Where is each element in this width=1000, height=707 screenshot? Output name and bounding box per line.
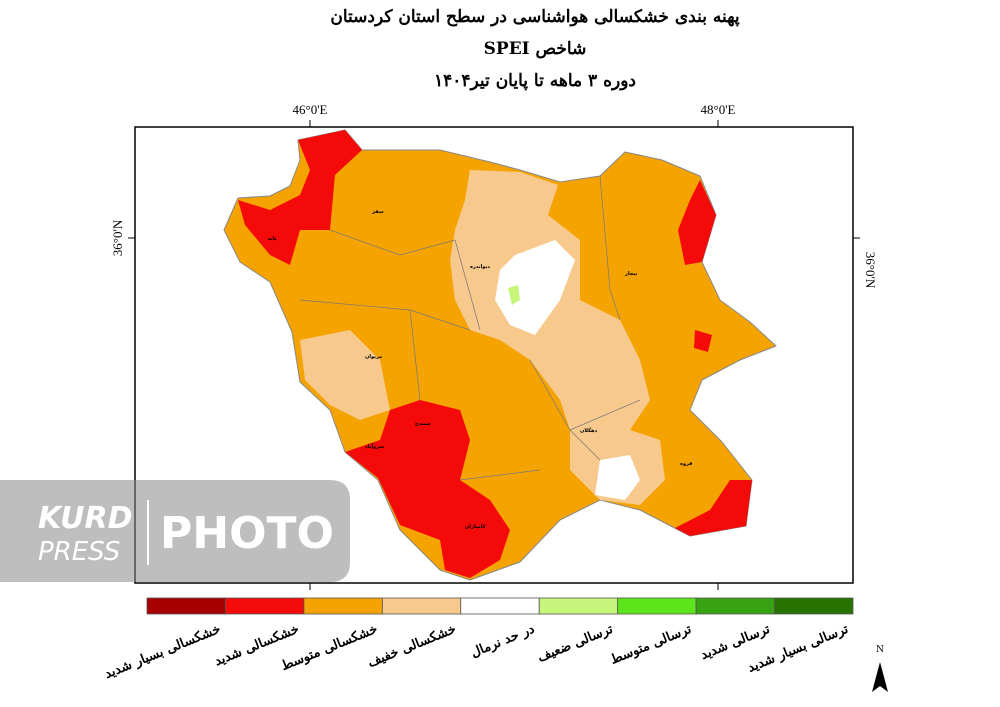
watermark: KURD PRESS PHOTO xyxy=(0,480,350,582)
city-label: قروه xyxy=(680,461,692,467)
north-label: N xyxy=(876,645,884,655)
y-tick-label: 36°0'N xyxy=(863,252,878,289)
watermark-brand: KURD xyxy=(38,501,133,536)
city-label: مریوان xyxy=(365,354,382,360)
legend-swatch xyxy=(146,597,226,615)
legend-swatch xyxy=(460,597,540,615)
legend-label: خشکسالی خفیف xyxy=(366,622,458,671)
city-label: کامیاران xyxy=(465,524,486,530)
city-label: سروآباد xyxy=(365,442,384,450)
province-map xyxy=(223,129,777,581)
period: دوره ۳ ماهه تا پایان تیر۱۴۰۴ xyxy=(434,71,636,91)
x-tick-label: 46°0'E xyxy=(293,102,328,117)
legend-label: خشکسالی بسیار شدید xyxy=(103,622,223,682)
legend-swatch xyxy=(617,597,697,615)
legend-label: در حد نرمال xyxy=(469,622,537,661)
legend-swatch xyxy=(225,597,305,615)
city-labels: سقز بانه دیواندره بیجار مریوان سنندج سرو… xyxy=(268,209,692,530)
legend-swatch xyxy=(303,597,383,615)
city-label: سنندج xyxy=(415,421,431,427)
city-label: بیجار xyxy=(624,271,637,277)
city-label: سقز xyxy=(371,209,384,215)
legend-swatch xyxy=(774,597,854,615)
city-label: بانه xyxy=(268,236,277,242)
legend-label: ترسالی متوسط xyxy=(608,622,694,668)
city-label: دیواندره xyxy=(470,264,490,270)
legend-swatch xyxy=(381,597,462,615)
city-label: دهگلان xyxy=(580,427,597,434)
legend-swatch xyxy=(695,597,775,615)
x-tick-label: 48°0'E xyxy=(701,102,736,117)
subtitle: شاخص SPEI xyxy=(484,39,587,59)
north-arrow: N xyxy=(872,645,888,692)
y-tick-label: 36°0'N xyxy=(110,219,125,256)
legend-label: ترسالی ضعیف xyxy=(536,622,616,666)
watermark-brand: PRESS xyxy=(38,537,120,567)
watermark-text: PHOTO xyxy=(160,508,334,559)
title: پهنه بندی خشکسالی هواشناسی در سطح استان … xyxy=(330,7,740,27)
frame-ticks xyxy=(128,120,860,590)
legend-swatch xyxy=(538,597,619,615)
